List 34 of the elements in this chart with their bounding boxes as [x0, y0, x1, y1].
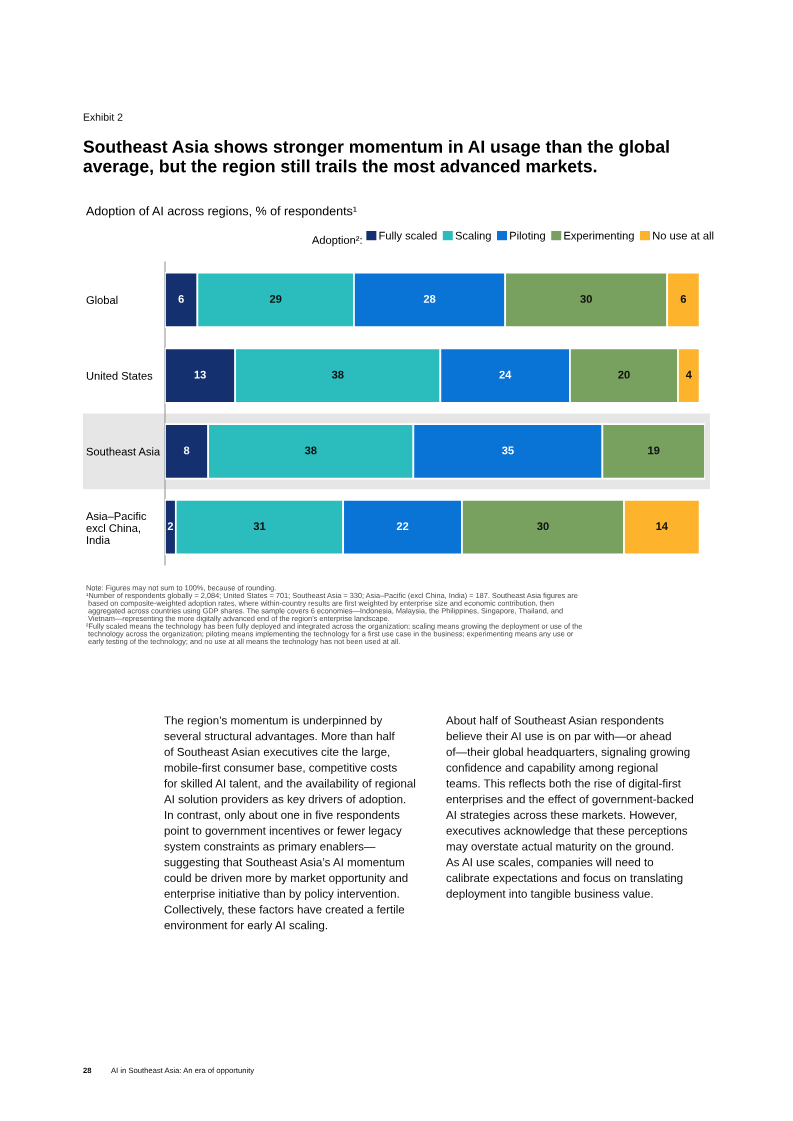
data-label: 19 — [648, 446, 660, 455]
data-label: 22 — [396, 522, 409, 530]
legend-label: No use at all — [653, 231, 714, 240]
chart-subtitle: Adoption of AI across regions, % of respondents¹ — [86, 206, 357, 218]
data-label: 6 — [680, 294, 687, 303]
data-label: 24 — [499, 370, 512, 379]
data-label: 4 — [685, 370, 692, 379]
data-label: 20 — [618, 370, 630, 379]
legend-label: Fully scaled — [379, 231, 437, 242]
data-label: 31 — [253, 522, 266, 531]
y-tick-label: Southeast Asia — [86, 447, 161, 456]
y-tick-label: Asia–Pacific excl China, India — [86, 511, 147, 545]
data-label: 2 — [167, 522, 174, 530]
data-label: 38 — [304, 446, 317, 455]
legend-label: Experimenting — [564, 231, 634, 242]
data-label: 30 — [580, 294, 592, 303]
legend-label: Piloting — [510, 231, 545, 242]
data-label: 29 — [269, 294, 282, 303]
data-label: 13 — [194, 370, 206, 379]
legend-label: Scaling — [455, 231, 491, 242]
data-label: 35 — [501, 446, 514, 455]
text: About half of Southeast Asian respondents believe their AI use is on par with—or ahead of—their global headquarters, signaling growing confidence and capability among regional teams. This reflects both the rise of digital-first enterprises and the effect of government-backed AI strategies across these markets. However, executives acknowledge that these perceptions may overstate actual maturity on the ground. As AI use scales, companies will need to calibrate expectations and focus on translating deployment into tangible business value. — [446, 716, 694, 901]
y-tick-label: United States — [86, 371, 153, 380]
text: The region’s momentum is underpinned by several structural advantages. More than half of Southeast Asian executives cite the large, mobile-first consumer base, competitive costs for skilled AI talent, and the availability of regional AI solution providers as key drivers of adoption. In contrast, only about one in five respondents point to government incentives or fewer legacy system constraints as primary enablers— suggesting that Southeast Asia’s AI momentum could be driven more by market opportunity and enterprise initiative than by policy intervention. Collectively, these factors have created a fertile environment for early AI scaling. — [164, 716, 416, 932]
data-label: 30 — [537, 522, 549, 531]
legend-title: Adoption²: — [311, 235, 362, 247]
data-label: 6 — [178, 294, 184, 303]
data-label: 14 — [656, 522, 668, 530]
data-label: 8 — [183, 446, 190, 455]
data-label: 28 — [423, 294, 436, 303]
text: Exhibit 2 — [83, 113, 123, 121]
y-tick-label: Global — [86, 295, 118, 305]
chart-title: Southeast Asia shows stronger momentum in AI usage than the global average, but the region still trails the most advanced markets. — [83, 140, 669, 176]
data-label: 38 — [331, 370, 344, 379]
